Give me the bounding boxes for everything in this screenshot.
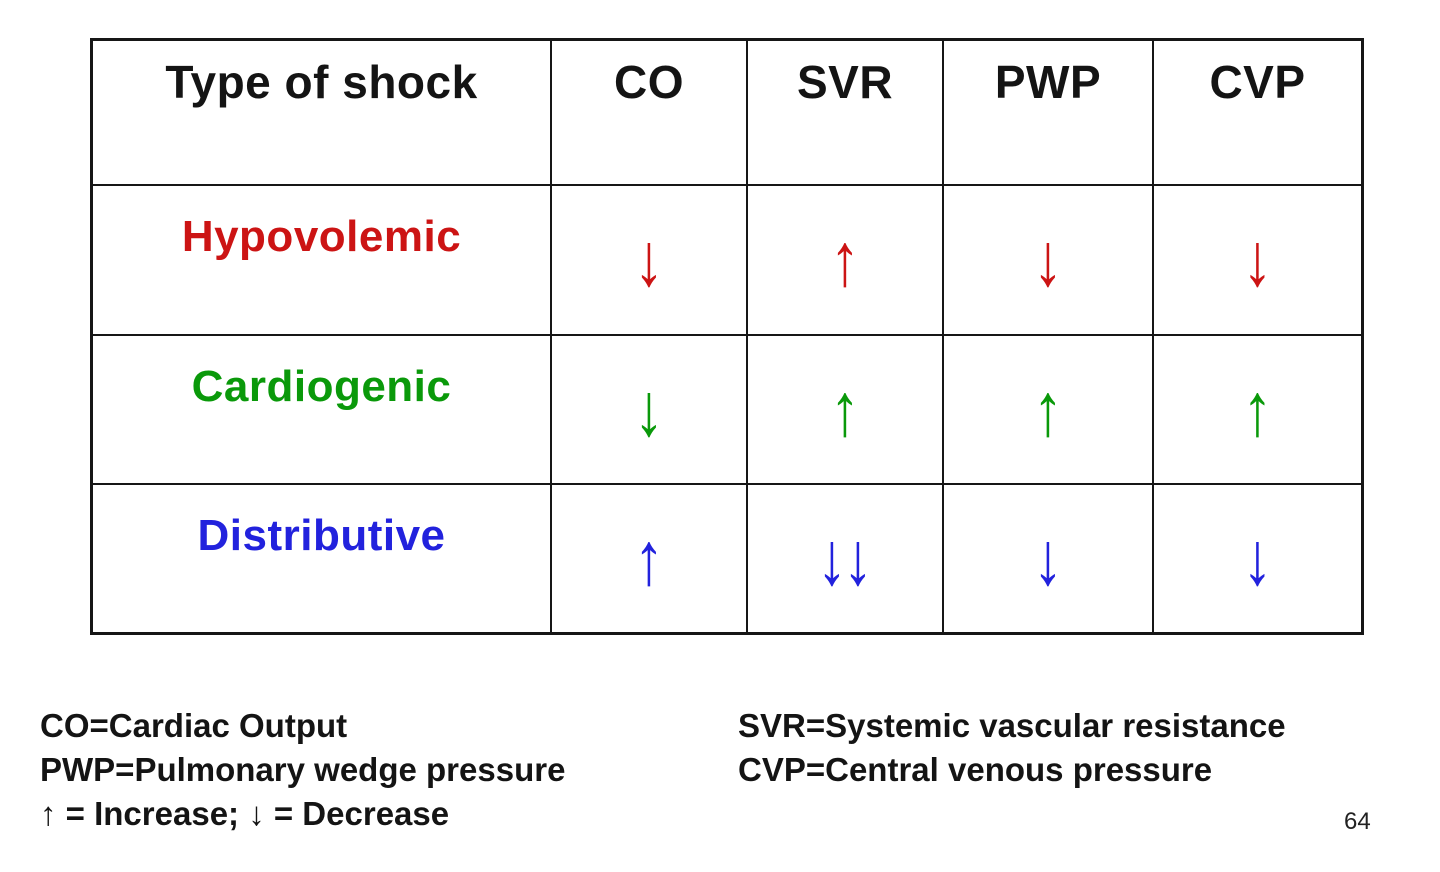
legend: CO=Cardiac Output SVR=Systemic vascular … (40, 704, 1410, 836)
cell-hypovolemic-pwp: ↓ (944, 186, 1152, 334)
legend-line-2: PWP=Pulmonary wedge pressure CVP=Central… (40, 748, 1410, 792)
legend-pwp-definition: PWP=Pulmonary wedge pressure (40, 750, 566, 788)
header-cvp: CVP (1154, 41, 1361, 184)
cell-distributive-pwp: ↓ (944, 485, 1152, 632)
down-arrow-icon: ↓ (634, 367, 664, 451)
cell-hypovolemic-co: ↓ (552, 186, 746, 334)
legend-arrow-key: ↑ = Increase; ↓ = Decrease (40, 794, 450, 832)
down-arrow-icon: ↓ (1033, 516, 1063, 600)
cell-hypovolemic-cvp: ↓ (1154, 186, 1361, 334)
down-arrow-icon: ↓ (1033, 217, 1063, 302)
cell-distributive-svr: ↓↓ (748, 485, 942, 632)
cell-hypovolemic-svr: ↑ (748, 186, 942, 334)
down-arrow-icon: ↓ (1242, 217, 1273, 302)
row-label-cardiogenic: Cardiogenic (93, 336, 550, 483)
row-label-distributive: Distributive (93, 485, 550, 632)
down-arrow-icon: ↓ (1242, 516, 1273, 600)
cell-cardiogenic-pwp: ↑ (944, 336, 1152, 483)
up-arrow-icon: ↑ (830, 367, 860, 451)
cell-cardiogenic-co: ↓ (552, 336, 746, 483)
legend-co-definition: CO=Cardiac Output (40, 707, 348, 744)
header-co: CO (552, 41, 746, 184)
legend-line-1: CO=Cardiac Output SVR=Systemic vascular … (40, 704, 1410, 748)
header-svr: SVR (748, 41, 942, 184)
header-type-of-shock: Type of shock (93, 41, 550, 184)
header-pwp: PWP (944, 41, 1152, 184)
row-label-hypovolemic: Hypovolemic (93, 186, 550, 334)
up-arrow-icon: ↑ (1033, 367, 1063, 451)
cell-cardiogenic-svr: ↑ (748, 336, 942, 483)
cell-cardiogenic-cvp: ↑ (1154, 336, 1361, 483)
cell-distributive-cvp: ↓ (1154, 485, 1361, 632)
double-down-arrow-icon: ↓↓ (817, 516, 873, 600)
legend-svr-definition: SVR=Systemic vascular resistance (738, 707, 1286, 744)
page-number: 64 (1344, 808, 1371, 835)
cell-distributive-co: ↑ (552, 485, 746, 632)
up-arrow-icon: ↑ (830, 217, 860, 302)
down-arrow-icon: ↓ (634, 217, 664, 302)
legend-cvp-definition: CVP=Central venous pressure (738, 750, 1213, 788)
up-arrow-icon: ↑ (634, 516, 664, 600)
shock-table: Type of shock CO SVR PWP CVP Hypovolemic… (90, 38, 1364, 635)
up-arrow-icon: ↑ (1242, 367, 1273, 451)
